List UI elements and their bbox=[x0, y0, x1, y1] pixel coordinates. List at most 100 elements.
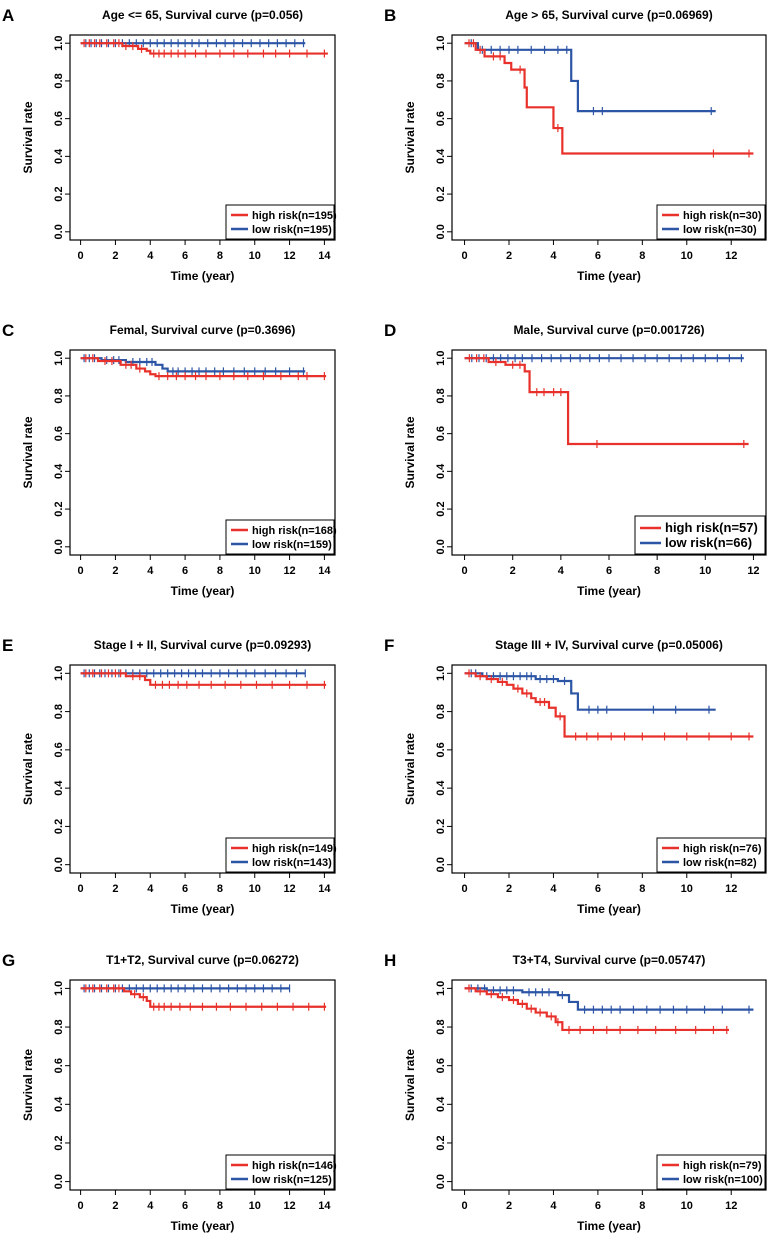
plot-area bbox=[69, 664, 336, 874]
y-tick-label: 0.0 bbox=[53, 224, 65, 239]
y-axis: 0.0 0.2 0.4 0.6 0.8 1.0 Survival rate bbox=[21, 351, 70, 554]
x-tick-label: 12 bbox=[725, 883, 737, 895]
x-axis: 0 2 4 6 8 10 12 14 Time (year) bbox=[78, 1190, 331, 1233]
y-tick-label: 1.0 bbox=[435, 981, 447, 996]
y-axis: 0.0 0.2 0.4 0.6 0.8 1.0 Survival rate bbox=[403, 351, 452, 554]
series-low-risk bbox=[80, 354, 306, 376]
series-high-risk bbox=[464, 984, 729, 1034]
y-tick-label: 0.2 bbox=[53, 819, 65, 834]
legend-label: high risk(n=168) bbox=[252, 525, 337, 537]
series-low-risk bbox=[464, 984, 754, 1014]
legend-label: low risk(n=195) bbox=[252, 224, 332, 236]
panel-d: D Male, Survival curve (p=0.001726) 0.0 0.2… bbox=[384, 321, 767, 598]
y-tick-label: 0.4 bbox=[53, 463, 65, 479]
x-tick-label: 6 bbox=[182, 883, 188, 895]
legend-box bbox=[634, 515, 766, 555]
x-tick-label: 2 bbox=[506, 1200, 512, 1212]
y-tick-label: 0.8 bbox=[435, 1019, 447, 1034]
plot-frame bbox=[69, 349, 336, 556]
legend-label: high risk(n=30) bbox=[683, 210, 762, 222]
x-tick-label: 12 bbox=[725, 250, 737, 262]
legend-label: high risk(n=149) bbox=[252, 843, 337, 855]
x-tick-label: 14 bbox=[318, 883, 331, 895]
y-tick-label: 0.2 bbox=[53, 501, 65, 516]
series-low-risk bbox=[464, 354, 744, 363]
y-axis-label: Survival rate bbox=[21, 733, 35, 805]
x-tick-label: 8 bbox=[217, 565, 223, 577]
legend-box bbox=[225, 204, 335, 240]
y-axis: 0.0 0.2 0.4 0.6 0.8 1.0 Survival rate bbox=[403, 981, 452, 1189]
x-tick-label: 2 bbox=[112, 565, 118, 577]
x-tick-label: 10 bbox=[249, 250, 261, 262]
y-axis-label: Survival rate bbox=[21, 1049, 35, 1121]
x-tick-label: 0 bbox=[461, 565, 467, 577]
survival-curve bbox=[464, 42, 754, 155]
x-tick-label: 8 bbox=[654, 565, 660, 577]
y-tick-label: 0.4 bbox=[53, 1096, 65, 1112]
legend: high risk(n=168) low risk(n=159) bbox=[225, 519, 337, 555]
x-tick-label: 4 bbox=[550, 883, 557, 895]
legend-label: low risk(n=125) bbox=[252, 1174, 332, 1186]
x-tick-label: 0 bbox=[78, 1200, 84, 1212]
plot-frame bbox=[69, 664, 336, 874]
y-tick-label: 0.2 bbox=[435, 501, 447, 516]
x-axis-label: Time (year) bbox=[171, 269, 235, 283]
plot-area bbox=[69, 979, 336, 1191]
series-low-risk bbox=[464, 39, 716, 116]
panel-c: C Femal, Survival curve (p=0.3696)0.00.20… bbox=[2, 321, 337, 598]
series-high-risk bbox=[80, 669, 327, 689]
y-tick-label: 0.2 bbox=[53, 1135, 65, 1150]
x-axis-label: Time (year) bbox=[577, 584, 641, 598]
x-axis: 0 2 4 6 8 10 12 14 Time (year) bbox=[78, 240, 331, 283]
x-tick-label: 10 bbox=[699, 565, 711, 577]
x-tick-label: 10 bbox=[249, 565, 261, 577]
y-tick-label: 0.6 bbox=[435, 1058, 447, 1073]
plot-area bbox=[69, 34, 336, 241]
legend-label: low risk(n=30) bbox=[683, 224, 757, 236]
legend-label: high risk(n=195) bbox=[252, 210, 337, 222]
legend-label: high risk(n=57) bbox=[665, 520, 758, 535]
panel-letter: A bbox=[2, 6, 14, 25]
x-tick-label: 12 bbox=[283, 250, 295, 262]
y-tick-label: 0.8 bbox=[53, 1019, 65, 1034]
y-tick-label: 0.0 bbox=[53, 857, 65, 872]
x-axis-label: Time (year) bbox=[171, 902, 235, 916]
y-axis-label: Survival rate bbox=[403, 1049, 417, 1121]
series-low-risk bbox=[464, 669, 716, 714]
y-tick-label: 0.6 bbox=[53, 426, 65, 441]
series-high-risk bbox=[464, 354, 749, 449]
survival-curve bbox=[464, 987, 754, 1011]
panel-letter: D bbox=[384, 321, 396, 340]
x-tick-label: 2 bbox=[112, 883, 118, 895]
panel-title: T3+T4, Survival curve (p=0.05747) bbox=[513, 953, 706, 967]
y-tick-label: 0.6 bbox=[53, 742, 65, 757]
legend-box bbox=[656, 204, 766, 240]
x-tick-label: 6 bbox=[595, 883, 601, 895]
plot-frame bbox=[69, 979, 336, 1191]
x-tick-label: 4 bbox=[147, 250, 154, 262]
y-tick-label: 0.4 bbox=[53, 148, 65, 164]
y-axis: 0.0 0.2 0.4 0.6 0.8 1.0 Survival rate bbox=[403, 36, 452, 239]
legend: high risk(n=149) low risk(n=143) bbox=[225, 837, 337, 873]
y-tick-label: 1.0 bbox=[53, 351, 65, 366]
x-tick-label: 10 bbox=[249, 1200, 261, 1212]
x-tick-label: 2 bbox=[506, 250, 512, 262]
y-tick-label: 0.8 bbox=[53, 704, 65, 719]
series-high-risk bbox=[464, 669, 754, 741]
panel-letter: B bbox=[384, 6, 396, 25]
survival-curve bbox=[80, 357, 327, 378]
survival-curve bbox=[80, 987, 327, 1008]
y-tick-label: 0.4 bbox=[435, 148, 447, 164]
y-tick-label: 0.0 bbox=[435, 857, 447, 872]
panel-b: B Age > 65, Survival curve (p=0.06969) 0.0… bbox=[384, 6, 767, 283]
x-tick-label: 8 bbox=[639, 250, 645, 262]
legend: high risk(n=30) low risk(n=30) bbox=[656, 204, 766, 240]
y-tick-label: 0.4 bbox=[435, 463, 447, 479]
x-tick-label: 8 bbox=[639, 883, 645, 895]
plot-area bbox=[451, 34, 767, 241]
y-axis-label: Survival rate bbox=[403, 416, 417, 488]
legend-label: high risk(n=76) bbox=[683, 843, 762, 855]
plot-frame bbox=[69, 34, 336, 241]
x-tick-label: 10 bbox=[681, 883, 693, 895]
